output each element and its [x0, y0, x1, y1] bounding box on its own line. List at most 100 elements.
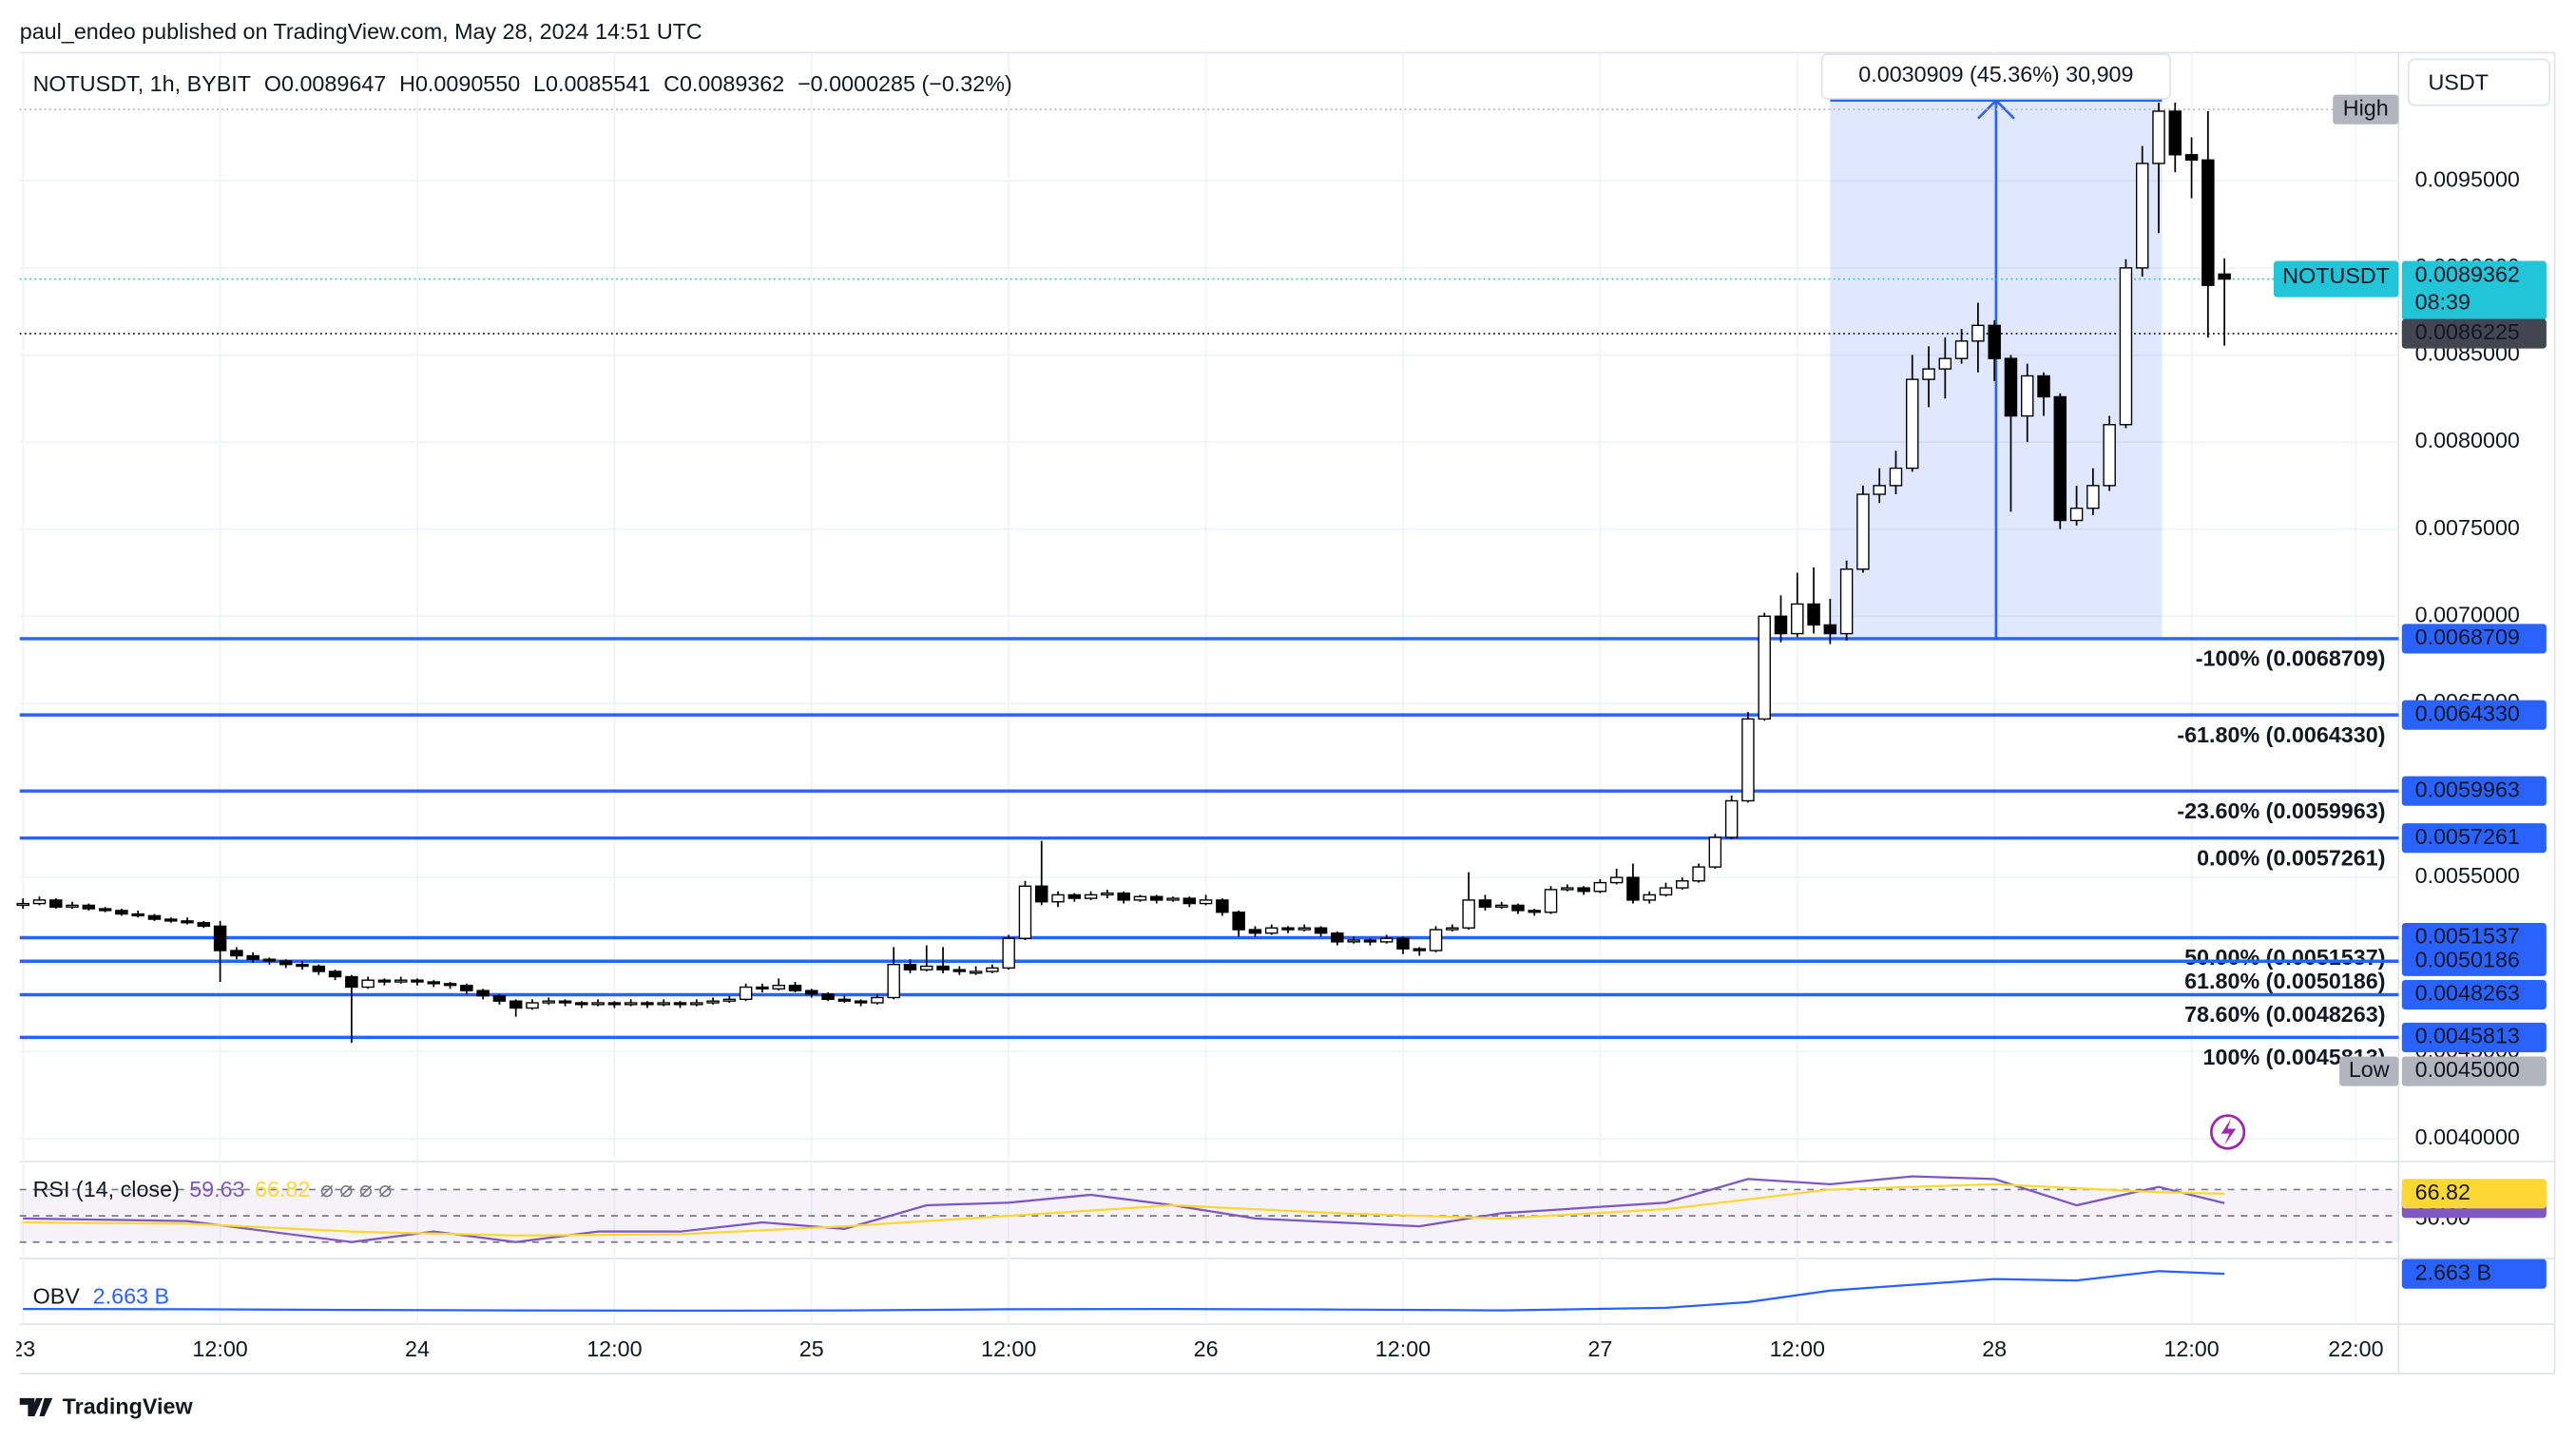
candle-body	[1954, 340, 1969, 359]
logo	[19, 1397, 53, 1416]
countdown: 08:39	[2415, 290, 2470, 315]
candle-body	[739, 986, 753, 1001]
candle-body	[607, 1002, 622, 1006]
candle-body	[460, 984, 473, 991]
icon-bolt[interactable]	[2220, 1119, 2237, 1145]
ohlc-close: C0.0089362	[663, 71, 784, 96]
x-tick-label: 24	[405, 1336, 430, 1361]
candle-body	[1413, 948, 1427, 951]
last-price-label: 0.0089362	[2415, 261, 2520, 286]
candle-body	[706, 1000, 720, 1004]
fib-axis-box	[2401, 979, 2547, 1010]
currency[interactable]: USDT	[2428, 69, 2489, 94]
candle-body	[1823, 624, 1837, 635]
fib-axis-label: 0.0048263	[2415, 981, 2520, 1006]
candle-body	[1856, 493, 1870, 570]
candle-body	[164, 918, 178, 922]
fib-axis-box	[2401, 1022, 2547, 1052]
candle-body	[1922, 368, 1935, 380]
fib-axis-label: 0.0064330	[2415, 701, 2520, 725]
candle-body	[1216, 899, 1229, 913]
candle-body	[920, 965, 933, 970]
candle-body	[1791, 603, 1804, 635]
candle-body	[246, 954, 260, 960]
series-last-box	[2401, 1258, 2547, 1289]
rsi-na: ⌀ ⌀ ⌀ ⌀	[320, 1177, 393, 1201]
plot-layer: 23 12:00 24 12:00 25 12:00 26 12:00 27 12:00 28 12:…	[16, 52, 2547, 1361]
candle-body	[279, 960, 293, 966]
candle-body	[690, 1002, 703, 1006]
fib-axis-box	[2401, 776, 2547, 806]
currency-box[interactable]	[2407, 58, 2551, 106]
candle-body	[1988, 324, 2001, 359]
fib-axis-box	[2401, 700, 2547, 730]
fib-label: 0.00% (0.0057261)	[2197, 845, 2385, 870]
obv-value: 2.663 B	[93, 1284, 169, 1309]
candle-body	[1724, 799, 1739, 838]
logo-text: TradingView	[63, 1393, 194, 1418]
candle-body	[575, 1002, 588, 1006]
x-tick-label: 22:00	[2328, 1336, 2383, 1361]
candle-body	[2037, 375, 2050, 398]
candle-body	[98, 908, 112, 912]
candle-body	[1873, 485, 1886, 495]
candle-body	[1462, 899, 1475, 929]
fib-label: -100% (0.0068709)	[2196, 646, 2386, 671]
last-price-name: NOTUSDT	[2282, 263, 2390, 288]
symbol-header: NOTUSDT, 1h, BYBIT O0.0089647 H0.0090550 L0…	[33, 71, 1012, 96]
low-tag	[2339, 1056, 2399, 1086]
candle-body	[2135, 163, 2149, 269]
candle-body	[427, 981, 441, 985]
x-tick-label: 12:00	[2163, 1336, 2219, 1361]
candle-body	[2218, 273, 2231, 280]
obv-header: OBV 2.663 B	[33, 1284, 170, 1309]
candle-body	[1264, 927, 1278, 934]
candle-body	[722, 998, 737, 1002]
candle-body	[296, 963, 309, 968]
x-tick-label: 12:00	[192, 1336, 247, 1361]
candle-body	[411, 979, 424, 983]
candle-body	[1561, 887, 1574, 891]
measure-arrowhead	[1976, 98, 2015, 120]
measure-label-box	[1820, 53, 2171, 100]
lightning-icon[interactable]	[2209, 1114, 2246, 1150]
low-label: Low	[2349, 1057, 2390, 1082]
fib-axis-box	[2401, 922, 2547, 953]
candle-body	[542, 1000, 555, 1004]
low-axis-label: 0.0045000	[2415, 1057, 2520, 1082]
last-price-name-box	[2273, 260, 2399, 298]
candle-body	[1002, 937, 1015, 970]
icon-ring[interactable]	[2209, 1114, 2246, 1150]
y-tick-label: 0.0080000	[2415, 428, 2520, 452]
candle-body	[526, 1002, 539, 1009]
candle-body	[657, 1002, 670, 1006]
fib-label: -23.60% (0.0059963)	[2177, 798, 2385, 823]
last-price-box	[2401, 260, 2547, 320]
candle-body	[2021, 375, 2034, 417]
candle-body	[1035, 885, 1048, 903]
candle-body	[2168, 110, 2182, 156]
candle-body	[1511, 904, 1525, 912]
candle-body	[345, 975, 358, 989]
candle-body	[1544, 889, 1558, 913]
candle-body	[673, 1002, 687, 1006]
candle-body	[1314, 927, 1328, 934]
candle-body	[1182, 897, 1197, 905]
candle-body	[1938, 357, 1952, 370]
candle-body	[1396, 937, 1410, 950]
candle-body	[213, 925, 227, 951]
candle-body	[2069, 508, 2084, 522]
ohlc-change: −0.0000285 (−0.32%)	[798, 71, 1012, 96]
candle-body	[1149, 895, 1163, 901]
candle-body	[1659, 887, 1673, 896]
rsi-title: RSI (14, close)	[33, 1177, 180, 1201]
fib-axis-label: 0.0068709	[2415, 624, 2520, 649]
candle-body	[1166, 897, 1180, 901]
candle-body	[1807, 603, 1820, 626]
series-last-label: 2.663 B	[2415, 1259, 2491, 1284]
attribution: paul_endeo published on TradingView.com,…	[20, 19, 702, 44]
candle-body	[1906, 378, 1919, 470]
candle-body	[969, 970, 983, 974]
candle-body	[1774, 615, 1788, 635]
